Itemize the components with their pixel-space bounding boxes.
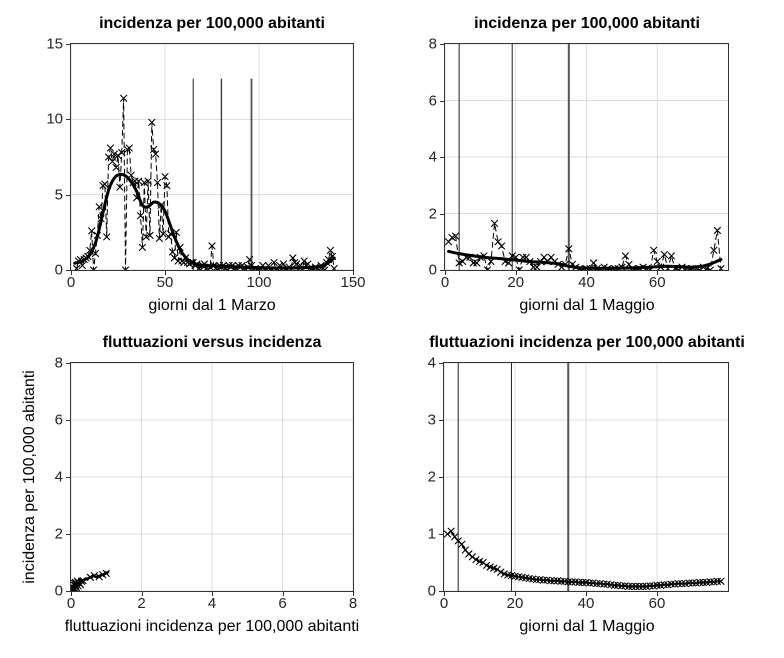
y-tick-mark <box>66 420 70 421</box>
x-tick-mark <box>71 592 72 596</box>
x-tick-mark <box>445 271 446 275</box>
y-axis-label-bottom-left: incidenza per 100,000 abitanti <box>21 370 38 584</box>
y-tick-mark <box>439 534 443 535</box>
x-tick-mark <box>141 592 143 596</box>
plot-canvas-bottom-right <box>444 363 728 591</box>
y-tick-label: 6 <box>428 92 437 109</box>
x-tick-mark <box>353 271 354 275</box>
x-tick-label: 60 <box>648 595 666 612</box>
x-tick-label: 50 <box>156 274 174 291</box>
x-tick-mark <box>515 271 517 275</box>
y-tick-mark <box>440 44 444 45</box>
x-tick-label: 0 <box>439 595 449 612</box>
plot-canvas-bottom-left <box>71 363 353 591</box>
x-axis-label-bottom-left: fluttuazioni incidenza per 100,000 abita… <box>64 618 360 635</box>
y-tick-mark <box>439 363 443 364</box>
x-tick-label: 60 <box>648 274 666 291</box>
subplot-title-bottom-right: fluttuazioni incidenza per 100,000 abita… <box>429 334 745 351</box>
x-tick-label: 0 <box>66 595 76 612</box>
subplot-title-top-right: incidenza per 100,000 abitanti <box>474 15 700 32</box>
y-tick-mark <box>440 270 444 271</box>
x-tick-label: 20 <box>506 595 524 612</box>
y-tick-mark <box>440 213 444 215</box>
y-tick-label: 2 <box>428 205 437 222</box>
y-tick-mark <box>66 44 70 45</box>
y-tick-label: 0 <box>428 261 437 279</box>
x-tick-mark <box>353 592 354 596</box>
x-tick-label: 2 <box>137 595 146 612</box>
y-tick-mark <box>66 534 70 535</box>
y-tick-mark <box>439 591 443 592</box>
x-tick-mark <box>657 271 659 275</box>
x-tick-label: 100 <box>246 274 272 291</box>
y-tick-label: 8 <box>428 35 437 53</box>
x-axis-label-top-left: giorni dal 1 Marzo <box>148 297 276 314</box>
axes-top-right: 0 20 40 60 0 2 4 6 8 <box>429 37 729 290</box>
x-axis-label-top-right: giorni dal 1 Maggio <box>519 297 655 314</box>
y-tick-label: 1 <box>427 525 436 543</box>
y-tick-label: 0 <box>54 582 63 600</box>
y-tick-label: 8 <box>54 354 63 372</box>
x-tick-label: 40 <box>578 274 595 291</box>
x-tick-mark <box>657 592 658 596</box>
y-tick-label: 0 <box>54 261 63 279</box>
x-tick-mark <box>71 271 72 275</box>
axes-bottom-right: 0 20 40 60 0 1 2 3 4 <box>428 356 729 611</box>
x-tick-mark <box>586 592 587 596</box>
plot-canvas-top-left <box>71 44 353 270</box>
y-tick-label: 15 <box>46 35 63 53</box>
axes-bottom-left: 0 2 4 6 8 0 2 4 6 8 <box>55 356 358 612</box>
y-tick-mark <box>440 100 444 102</box>
x-tick-mark <box>282 592 284 596</box>
y-tick-mark <box>66 270 70 271</box>
y-tick-label: 2 <box>427 468 436 486</box>
y-tick-label: 4 <box>54 468 63 486</box>
x-tick-label: 150 <box>340 274 366 291</box>
x-tick-mark <box>444 592 445 596</box>
y-tick-mark <box>439 477 443 478</box>
subplot-title-top-left: incidenza per 100,000 abitanti <box>99 15 325 32</box>
y-tick-label: 2 <box>54 525 63 543</box>
y-tick-mark <box>440 157 444 158</box>
y-tick-mark <box>66 477 70 478</box>
x-axis-label-bottom-right: giorni dal 1 Maggio <box>519 618 655 635</box>
x-tick-mark <box>515 592 516 596</box>
x-tick-label: 20 <box>507 274 525 291</box>
x-tick-label: 8 <box>348 595 358 612</box>
plot-canvas-top-right <box>445 44 728 270</box>
x-tick-label: 0 <box>66 274 76 291</box>
x-tick-mark <box>212 592 213 596</box>
subplot-title-bottom-left: fluttuazioni versus incidenza <box>102 334 322 351</box>
x-tick-label: 4 <box>207 595 217 612</box>
x-tick-label: 0 <box>440 274 450 291</box>
axes-top-left: 0 50 100 150 0 5 10 15 <box>46 37 365 291</box>
y-tick-mark <box>66 194 70 196</box>
y-tick-label: 5 <box>54 186 63 204</box>
y-tick-label: 6 <box>54 411 63 429</box>
y-tick-label: 0 <box>427 582 436 600</box>
x-tick-mark <box>586 271 588 275</box>
y-tick-mark <box>66 363 70 364</box>
y-tick-mark <box>66 119 70 121</box>
y-tick-mark <box>439 420 443 421</box>
x-tick-mark <box>259 271 260 275</box>
y-tick-label: 4 <box>427 354 436 372</box>
y-tick-label: 3 <box>427 411 436 429</box>
y-tick-mark <box>66 591 70 592</box>
y-tick-label: 4 <box>428 148 437 166</box>
x-tick-mark <box>165 271 166 275</box>
x-tick-label: 6 <box>278 595 287 612</box>
x-tick-label: 40 <box>577 595 595 612</box>
y-tick-label: 10 <box>46 110 63 128</box>
